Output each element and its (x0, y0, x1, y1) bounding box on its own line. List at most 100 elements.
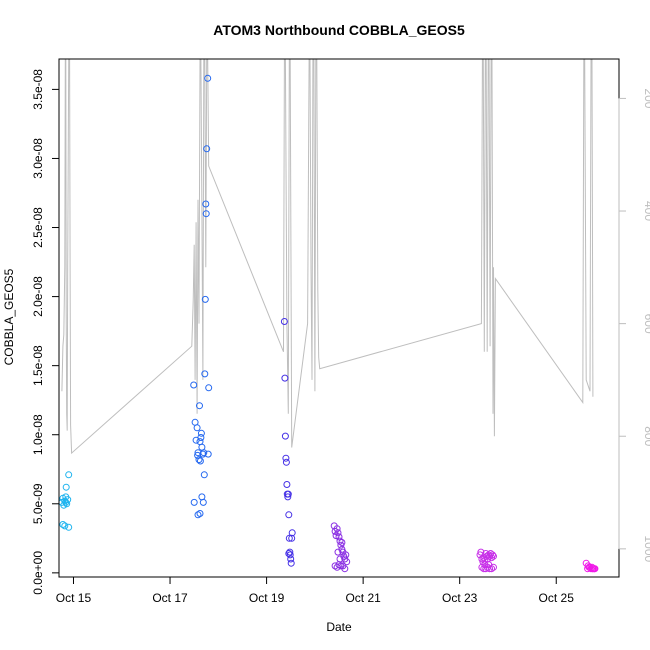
y-tick-label: 1.0e-08 (31, 414, 45, 455)
chart-title: ATOM3 Northbound COBBLA_GEOS5 (213, 22, 465, 38)
x-tick-label: Oct 21 (345, 591, 381, 605)
data-point (63, 500, 71, 508)
data-point (190, 498, 198, 506)
data-point (282, 458, 290, 466)
data-point (284, 490, 292, 498)
data-point (190, 381, 198, 389)
data-point (331, 562, 339, 570)
data-point (196, 402, 203, 410)
right-tick-label: 1000 (642, 535, 650, 562)
data-point (477, 548, 485, 556)
data-point (280, 318, 288, 325)
data-point (197, 429, 205, 437)
series-4 (476, 548, 497, 573)
plot-frame (58, 58, 620, 578)
data-point (282, 454, 290, 462)
pressure-trace-line (61, 58, 594, 455)
data-point (62, 483, 70, 491)
y-tick-label: 2.5e-08 (31, 207, 45, 248)
y-tick-label: 0.0e+00 (31, 551, 45, 595)
data-point (284, 493, 292, 501)
x-axis-label: Date (326, 620, 352, 634)
data-point (197, 434, 205, 441)
data-point (285, 534, 293, 542)
series-3 (330, 522, 351, 573)
data-point (193, 424, 201, 432)
data-point (590, 565, 598, 573)
data-point (195, 456, 203, 464)
data-point (199, 498, 207, 506)
data-point (334, 548, 342, 556)
data-point (489, 551, 496, 559)
data-point (281, 432, 289, 440)
data-point (285, 511, 293, 519)
data-point (584, 565, 592, 573)
series-1 (190, 74, 213, 519)
data-point (486, 565, 494, 573)
x-tick-label: Oct 15 (56, 591, 92, 605)
right-tick-label: 400 (642, 201, 650, 221)
data-point (196, 438, 204, 446)
data-point (204, 450, 212, 458)
data-point (194, 511, 202, 519)
data-point (65, 471, 73, 479)
x-tick-label: Oct 25 (539, 591, 575, 605)
data-point (200, 471, 208, 479)
data-point (336, 537, 344, 545)
data-point (203, 145, 211, 153)
x-tick-label: Oct 17 (152, 591, 188, 605)
data-point (342, 551, 350, 559)
data-point (205, 384, 213, 392)
data-point (283, 481, 291, 488)
data-point (343, 558, 351, 566)
right-tick-label: 600 (642, 314, 650, 334)
y-axis: 0.0e+00 5.0e-09 1.0e-08 1.5e-08 2.0e-08 2.5e-… (31, 69, 60, 595)
data-point (336, 555, 344, 563)
data-point (65, 523, 73, 531)
data-point (202, 210, 210, 218)
y-axis-label: COBBLA_GEOS5 (2, 268, 16, 365)
y-tick-label: 5.0e-09 (31, 483, 45, 524)
data-point (288, 534, 296, 542)
data-point (200, 449, 208, 457)
right-tick-label: 800 (642, 426, 650, 446)
data-point (285, 550, 293, 557)
right-pressure-axis: 200 400 600 800 1000 (618, 88, 650, 563)
data-point (62, 498, 70, 506)
x-tick-label: Oct 23 (442, 591, 478, 605)
data-point (287, 559, 295, 567)
data-point (341, 565, 349, 573)
data-point (196, 510, 204, 517)
data-point (338, 539, 346, 546)
data-point (286, 551, 294, 559)
data-point (194, 451, 202, 459)
data-point (481, 556, 489, 564)
data-point (490, 552, 497, 560)
data-point (59, 521, 67, 528)
series-5 (582, 559, 599, 573)
data-point (335, 533, 343, 541)
data-point (202, 200, 210, 208)
y-tick-label: 1.5e-08 (31, 345, 45, 386)
data-point (201, 295, 209, 303)
data-point (204, 74, 212, 82)
y-tick-label: 3.5e-08 (31, 69, 45, 110)
data-point (485, 561, 493, 569)
series-0 (58, 471, 73, 531)
series-2 (280, 318, 296, 567)
data-points-layer (58, 74, 599, 573)
data-point (588, 565, 596, 573)
data-point (333, 525, 341, 533)
x-tick-label: Oct 19 (249, 591, 285, 605)
data-point (196, 457, 204, 465)
data-point (61, 522, 69, 530)
y-tick-label: 3.0e-08 (31, 138, 45, 179)
data-point (334, 529, 342, 537)
data-point (286, 548, 294, 556)
pressure-trace-layer (61, 58, 594, 455)
data-point (281, 374, 289, 382)
y-tick-label: 2.0e-08 (31, 276, 45, 317)
right-tick-label: 200 (642, 88, 650, 108)
data-point (201, 370, 209, 378)
